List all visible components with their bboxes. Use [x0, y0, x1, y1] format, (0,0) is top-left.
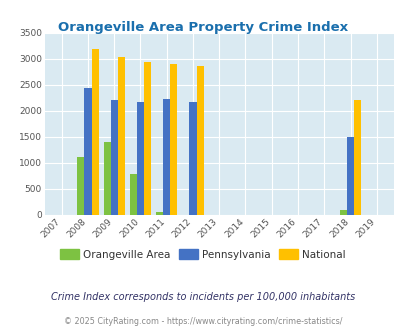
Bar [163, 99, 170, 214]
Bar [84, 88, 91, 214]
Bar [111, 100, 117, 214]
Bar [196, 66, 203, 214]
Bar [144, 61, 151, 214]
Bar [77, 157, 84, 214]
Bar [91, 49, 98, 214]
Bar [130, 174, 136, 214]
Bar [339, 210, 346, 214]
Bar [103, 142, 111, 214]
Bar [353, 100, 360, 214]
Legend: Orangeville Area, Pennsylvania, National: Orangeville Area, Pennsylvania, National [56, 245, 349, 264]
Bar [156, 212, 163, 214]
Text: © 2025 CityRating.com - https://www.cityrating.com/crime-statistics/: © 2025 CityRating.com - https://www.city… [64, 317, 341, 326]
Text: Orangeville Area Property Crime Index: Orangeville Area Property Crime Index [58, 21, 347, 34]
Text: Crime Index corresponds to incidents per 100,000 inhabitants: Crime Index corresponds to incidents per… [51, 292, 354, 302]
Bar [117, 57, 125, 214]
Bar [136, 102, 144, 214]
Bar [170, 64, 177, 214]
Bar [189, 103, 196, 214]
Bar [346, 137, 353, 214]
